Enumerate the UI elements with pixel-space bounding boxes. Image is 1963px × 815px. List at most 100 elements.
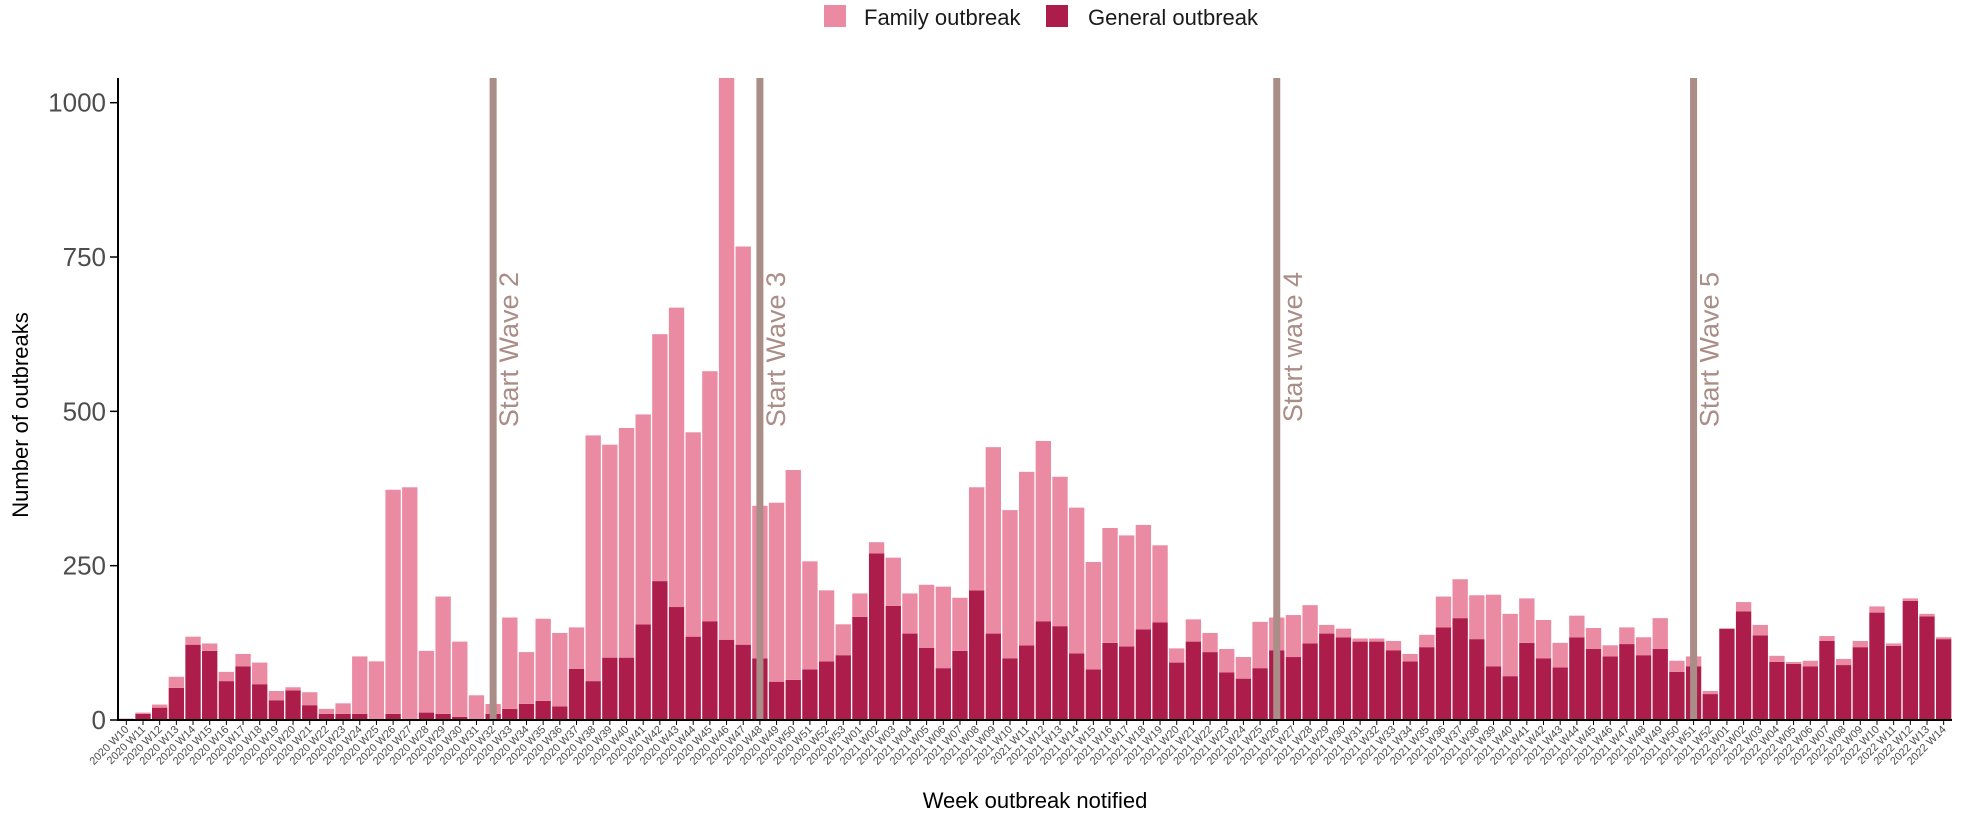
bar-general — [1502, 676, 1518, 720]
legend: Family outbreak General outbreak — [824, 5, 1259, 30]
bar-general — [885, 605, 901, 720]
bar-family — [435, 596, 451, 714]
legend-label-general: General outbreak — [1088, 5, 1259, 30]
bar-family — [352, 656, 368, 714]
bar-general — [1469, 639, 1485, 720]
bar-family — [602, 444, 618, 658]
bar-family — [585, 435, 601, 682]
bar-family — [1752, 624, 1768, 636]
bar-family — [1485, 594, 1502, 667]
wave-label: Start wave 4 — [1278, 272, 1308, 422]
bar-family — [1785, 661, 1802, 664]
bar-family — [1619, 627, 1635, 645]
bar-family — [1502, 613, 1518, 677]
bar-general — [352, 713, 368, 720]
bar-family — [952, 597, 968, 651]
bar-family — [1419, 634, 1435, 648]
bar-general — [1219, 672, 1235, 720]
bar-general — [152, 707, 168, 720]
bar-general — [985, 633, 1001, 720]
bar-general — [535, 700, 551, 720]
bar-general — [202, 650, 218, 720]
bar-family — [452, 641, 468, 717]
bar-general — [1885, 645, 1902, 720]
bar-family — [1585, 628, 1602, 650]
bar-family — [1452, 579, 1468, 619]
bar-family — [1285, 615, 1302, 658]
bar-general — [1585, 649, 1602, 720]
bar-family — [835, 624, 851, 656]
bar-general — [1652, 649, 1668, 720]
bar-family — [552, 632, 568, 707]
bar-family — [1302, 605, 1318, 644]
bar-family — [385, 489, 401, 714]
bar-family — [968, 487, 985, 591]
bar-family — [368, 661, 385, 720]
bar-family — [135, 712, 151, 714]
bar-general — [1785, 663, 1802, 720]
bar-general — [1602, 656, 1618, 720]
bar-general — [785, 679, 801, 721]
bar-family — [1702, 690, 1718, 695]
bar-family — [635, 414, 651, 625]
bar-family — [685, 432, 701, 637]
bar-general — [385, 713, 401, 720]
bar-general — [735, 644, 751, 720]
bar-family — [1252, 621, 1268, 669]
bar-family — [302, 692, 318, 706]
bar-general — [418, 712, 435, 720]
bar-general — [1702, 694, 1718, 720]
bar-family — [218, 671, 235, 682]
bar-general — [1902, 600, 1918, 720]
bar-general — [1002, 658, 1018, 720]
bar-general — [1669, 671, 1685, 720]
bar-family — [768, 502, 785, 682]
bar-family — [1052, 476, 1068, 627]
bar-general — [902, 633, 918, 720]
bar-general — [1169, 662, 1185, 720]
bar-family — [1202, 632, 1218, 653]
bar-general — [135, 713, 151, 720]
bar-family — [785, 469, 801, 680]
bar-family — [1335, 628, 1352, 638]
legend-label-family: Family outbreak — [864, 5, 1022, 30]
bar-general — [1018, 645, 1035, 720]
bar-general — [1135, 629, 1152, 720]
bar-general — [868, 553, 885, 720]
legend-swatch-general — [1046, 5, 1068, 27]
bar-family — [235, 653, 251, 667]
bar-family — [285, 687, 301, 691]
bar-family — [1219, 649, 1235, 673]
bar-family — [1552, 642, 1568, 668]
bar-family — [1235, 657, 1252, 679]
y-ticks: 0 250 500 750 1000 — [48, 88, 118, 735]
bar-family — [168, 676, 185, 688]
bar-family — [1102, 528, 1118, 643]
bar-family — [1535, 620, 1552, 659]
bar-family — [852, 593, 868, 617]
bar-general — [952, 650, 968, 720]
y-tick-label: 0 — [92, 705, 106, 735]
bar-family — [1519, 598, 1535, 643]
bar-general — [1719, 628, 1735, 720]
y-tick-label: 1000 — [48, 88, 106, 118]
bar-general — [585, 681, 601, 720]
bar-general — [1085, 669, 1102, 720]
y-axis-title: Number of outbreaks — [8, 312, 33, 517]
bar-general — [1235, 678, 1252, 720]
bar-general — [685, 636, 701, 720]
bar-family — [1569, 615, 1585, 638]
bar-general — [1035, 621, 1052, 720]
bar-general — [1935, 639, 1952, 720]
y-tick-label: 750 — [63, 242, 106, 272]
bar-general — [935, 668, 951, 720]
bar-general — [635, 624, 651, 720]
bar-family — [1319, 624, 1335, 634]
bar-general — [1485, 666, 1502, 720]
bar-family — [1835, 658, 1852, 666]
bar-family — [1369, 638, 1385, 642]
bar-family — [518, 652, 535, 704]
bar-family — [1035, 440, 1052, 622]
legend-swatch-family — [824, 5, 846, 27]
bar-general — [1352, 641, 1368, 720]
